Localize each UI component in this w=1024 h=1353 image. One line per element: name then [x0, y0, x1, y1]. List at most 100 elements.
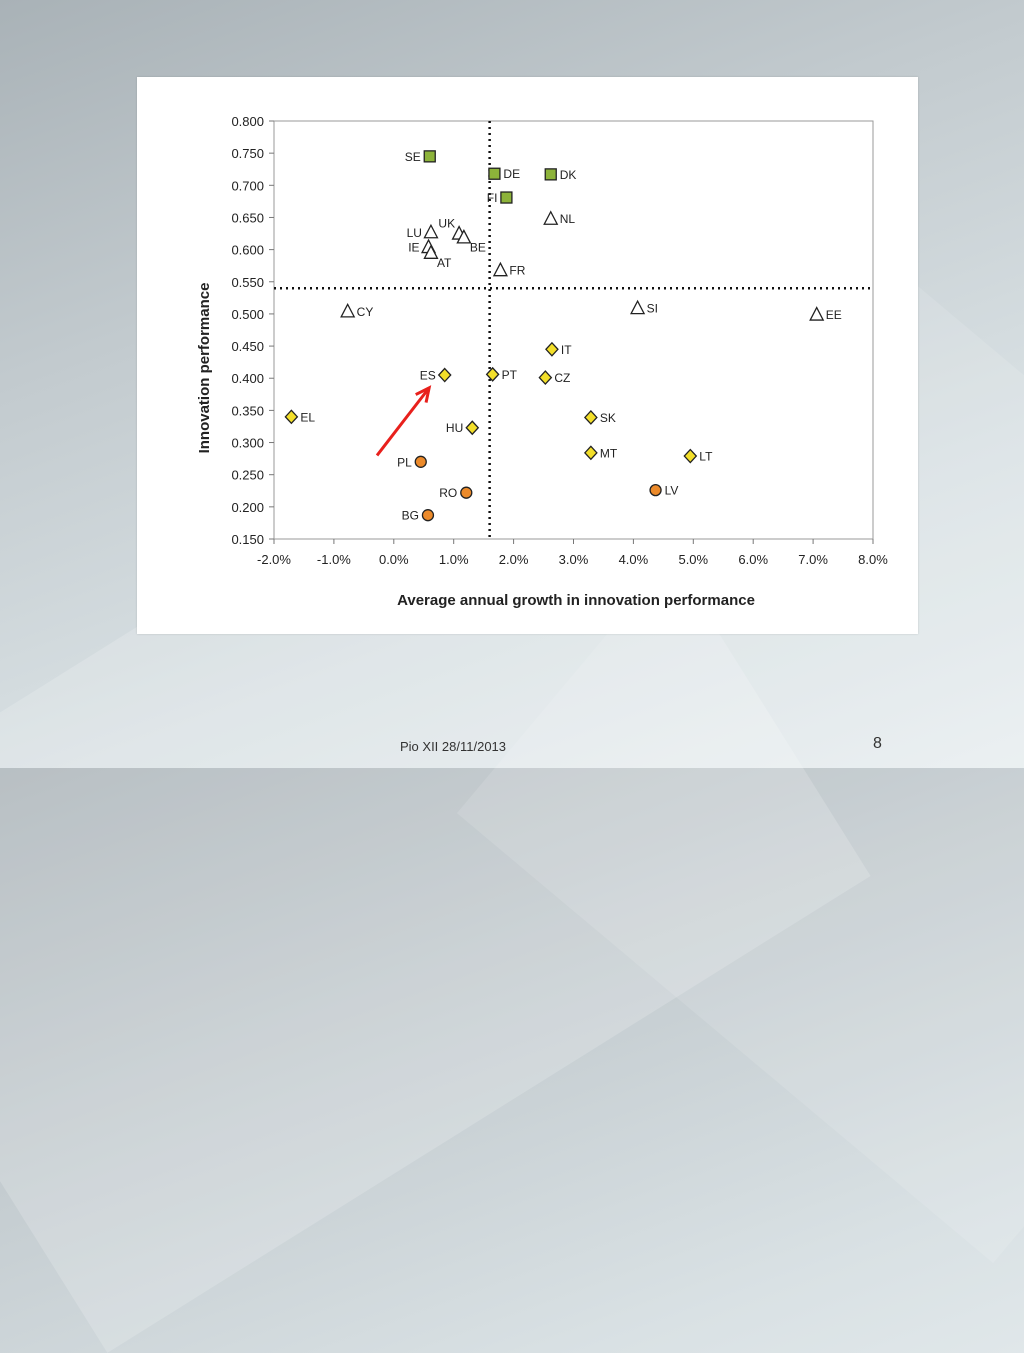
diamond-marker — [538, 370, 553, 386]
triangle-marker — [423, 223, 439, 239]
data-point-label: HU — [446, 421, 463, 435]
data-point-dk: DK — [544, 168, 577, 182]
data-point-lt: LT — [683, 448, 713, 464]
data-point-label: BG — [402, 509, 419, 523]
x-tick-label: 4.0% — [619, 552, 649, 567]
data-point-at: AT — [423, 244, 452, 270]
circle-marker — [649, 483, 662, 497]
data-point-pt: PT — [485, 366, 518, 382]
data-point-fr: FR — [492, 261, 526, 278]
data-point-label: SE — [405, 150, 421, 164]
data-point-label: NL — [560, 212, 576, 226]
square-marker — [423, 150, 436, 163]
y-tick-label: 0.300 — [231, 436, 264, 451]
square-marker — [544, 168, 557, 181]
data-point-it: IT — [545, 341, 572, 357]
diamond-marker — [437, 367, 452, 383]
y-tick-label: 0.550 — [231, 275, 264, 290]
y-tick-label: 0.650 — [231, 210, 264, 225]
diamond-marker — [545, 341, 559, 357]
data-point-se: SE — [405, 150, 436, 164]
data-point-es: ES — [420, 367, 452, 383]
data-point-label: FR — [509, 264, 525, 278]
y-tick-label: 0.700 — [231, 178, 264, 193]
data-point-label: CY — [357, 305, 374, 319]
diamond-marker — [284, 409, 299, 425]
x-tick-label: -2.0% — [257, 552, 291, 567]
x-tick-label: 7.0% — [798, 552, 828, 567]
chart-figure: 0.150 0.200 0.250 0.300 0.350 0.400 0.450 0.500… — [137, 77, 918, 634]
data-point-label: EE — [826, 308, 842, 322]
data-point-label: MT — [600, 446, 618, 460]
y-tick-label: 0.350 — [231, 403, 264, 418]
circle-marker — [421, 509, 435, 522]
annotation-arrow-head — [415, 385, 432, 403]
triangle-marker — [456, 228, 472, 244]
data-point-label: SK — [600, 411, 616, 425]
x-tick-label: 5.0% — [678, 552, 708, 567]
data-point-label: BE — [470, 240, 486, 254]
data-point-label: LV — [665, 484, 679, 498]
data-point-bg: BG — [402, 509, 435, 523]
data-point-label: UK — [438, 217, 455, 231]
x-axis-title: Average annual growth in innovation perf… — [397, 592, 755, 609]
y-tick-label: 0.600 — [231, 243, 264, 258]
x-tick-label: -1.0% — [317, 552, 351, 567]
y-tick-label: 0.750 — [231, 146, 264, 161]
data-point-label: PT — [502, 368, 518, 382]
data-point-label: CZ — [554, 371, 570, 385]
data-point-ro: RO — [439, 486, 473, 500]
diamond-marker — [465, 420, 480, 436]
y-tick-label: 0.800 — [231, 114, 264, 129]
data-point-label: DK — [560, 168, 577, 182]
data-point-ee: EE — [809, 306, 842, 322]
x-tick-label: 2.0% — [499, 552, 529, 567]
data-point-el: EL — [284, 409, 315, 425]
triangle-marker — [423, 244, 439, 259]
diamond-marker — [583, 410, 598, 425]
circle-marker — [460, 486, 473, 499]
data-point-si: SI — [630, 299, 658, 316]
data-point-label: EL — [300, 410, 315, 424]
y-tick-label: 0.500 — [231, 307, 264, 322]
data-point-label: IT — [561, 343, 572, 357]
data-point-hu: HU — [446, 420, 480, 436]
data-point-pl: PL — [397, 455, 427, 469]
data-point-label: DE — [503, 167, 520, 181]
data-point-label: AT — [437, 256, 452, 270]
slide-page-number: 8 — [873, 735, 882, 752]
circle-marker — [414, 455, 427, 468]
y-tick-label: 0.450 — [231, 339, 264, 354]
annotation-arrow-shaft — [375, 386, 431, 457]
data-point-de: DE — [488, 167, 520, 181]
data-point-sk: SK — [583, 410, 616, 425]
data-point-cz: CZ — [538, 370, 570, 386]
scatter-chart: 0.150 0.200 0.250 0.300 0.350 0.400 0.450 0.500… — [196, 114, 888, 609]
data-point-label: ES — [420, 369, 436, 383]
x-tick-label: 3.0% — [559, 552, 589, 567]
data-point-label: SI — [647, 302, 658, 316]
x-tick-label: 8.0% — [858, 552, 888, 567]
diamond-marker — [583, 445, 598, 461]
triangle-marker — [543, 210, 559, 225]
data-point-label: LU — [407, 226, 422, 240]
x-tick-label: 1.0% — [439, 552, 469, 567]
plot-area — [273, 120, 874, 540]
square-marker — [500, 191, 513, 204]
triangle-marker — [492, 261, 508, 277]
data-point-nl: NL — [543, 210, 576, 226]
triangle-marker — [809, 306, 825, 321]
y-tick-label: 0.200 — [231, 500, 264, 515]
slide-footer: Pio XII 28/11/2013 — [400, 739, 507, 754]
y-tick-label: 0.400 — [231, 371, 264, 386]
data-point-cy: CY — [340, 302, 374, 319]
data-point-be: BE — [456, 228, 486, 254]
data-point-label: IE — [408, 241, 419, 255]
data-point-fi: FI — [487, 191, 513, 205]
data-point-lu: LU — [407, 223, 439, 240]
data-point-label: FI — [487, 191, 498, 205]
y-tick-label: 0.250 — [231, 468, 264, 483]
diamond-marker — [485, 366, 500, 382]
data-point-lv: LV — [649, 483, 679, 498]
data-point-label: RO — [439, 486, 457, 500]
